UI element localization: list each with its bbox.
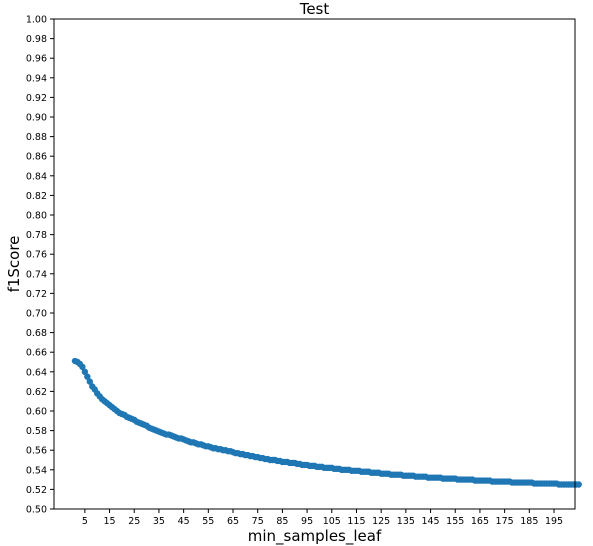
x-tick-label: 45: [178, 516, 190, 527]
y-tick-label: 0.60: [26, 407, 47, 418]
x-tick-label: 105: [323, 516, 341, 527]
y-tick-label: 0.94: [26, 73, 47, 84]
y-axis-label: f1Score: [5, 236, 23, 293]
data-points: [71, 357, 582, 488]
x-tick-label: 15: [104, 516, 116, 527]
data-point: [575, 481, 582, 488]
x-axis-ticks: 5 15 25 35 45 55 65 75 85 95 105 115 125 135 145 155 165…: [82, 509, 563, 527]
x-tick-label: 75: [252, 516, 264, 527]
x-tick-label: 65: [227, 516, 239, 527]
y-tick-label: 0.62: [26, 387, 47, 398]
y-tick-label: 0.50: [26, 505, 47, 516]
y-tick-label: 0.72: [26, 289, 47, 300]
x-tick-label: 95: [301, 516, 313, 527]
x-tick-label: 25: [128, 516, 140, 527]
y-axis-ticks: 0.50 0.52 0.54 0.56 0.58 0.60 0.62 0.64 0.66 0.68…: [26, 15, 54, 516]
y-tick-label: 0.76: [26, 250, 47, 261]
y-tick-label: 0.80: [26, 211, 47, 222]
y-tick-label: 0.70: [26, 309, 47, 320]
y-tick-label: 0.52: [26, 485, 47, 496]
x-tick-label: 135: [397, 516, 415, 527]
y-tick-label: 0.96: [26, 54, 47, 65]
x-tick-label: 145: [421, 516, 439, 527]
data-point: [79, 363, 86, 371]
y-tick-label: 0.78: [26, 230, 47, 241]
y-tick-label: 0.66: [26, 348, 47, 359]
y-tick-label: 0.84: [26, 171, 47, 182]
plot-frame: [53, 18, 576, 510]
y-tick-label: 0.74: [26, 269, 47, 280]
y-tick-label: 0.88: [26, 132, 47, 143]
y-tick-label: 0.56: [26, 446, 47, 457]
y-tick-label: 1.00: [26, 15, 47, 26]
x-axis-label: min_samples_leaf: [248, 527, 382, 546]
x-tick-label: 125: [372, 516, 390, 527]
y-tick-label: 0.90: [26, 113, 47, 124]
y-tick-label: 0.54: [26, 465, 47, 476]
x-tick-label: 155: [446, 516, 464, 527]
y-tick-label: 0.64: [26, 367, 47, 378]
y-tick-label: 0.82: [26, 191, 47, 202]
x-tick-label: 165: [471, 516, 489, 527]
chart-title: Test: [299, 0, 330, 18]
y-tick-label: 0.58: [26, 426, 47, 437]
x-tick-label: 195: [545, 516, 563, 527]
y-tick-label: 0.98: [26, 34, 47, 45]
y-tick-label: 0.86: [26, 152, 47, 163]
x-tick-label: 175: [496, 516, 514, 527]
x-tick-label: 35: [153, 516, 165, 527]
data-point: [86, 378, 94, 385]
x-tick-label: 55: [202, 516, 214, 527]
x-tick-label: 5: [82, 516, 88, 527]
x-tick-label: 115: [347, 516, 365, 527]
x-tick-label: 85: [276, 516, 288, 527]
data-point: [81, 368, 89, 375]
y-tick-label: 0.68: [26, 328, 47, 339]
data-point: [84, 373, 91, 380]
x-tick-label: 185: [520, 516, 538, 527]
y-tick-label: 0.92: [26, 93, 47, 104]
